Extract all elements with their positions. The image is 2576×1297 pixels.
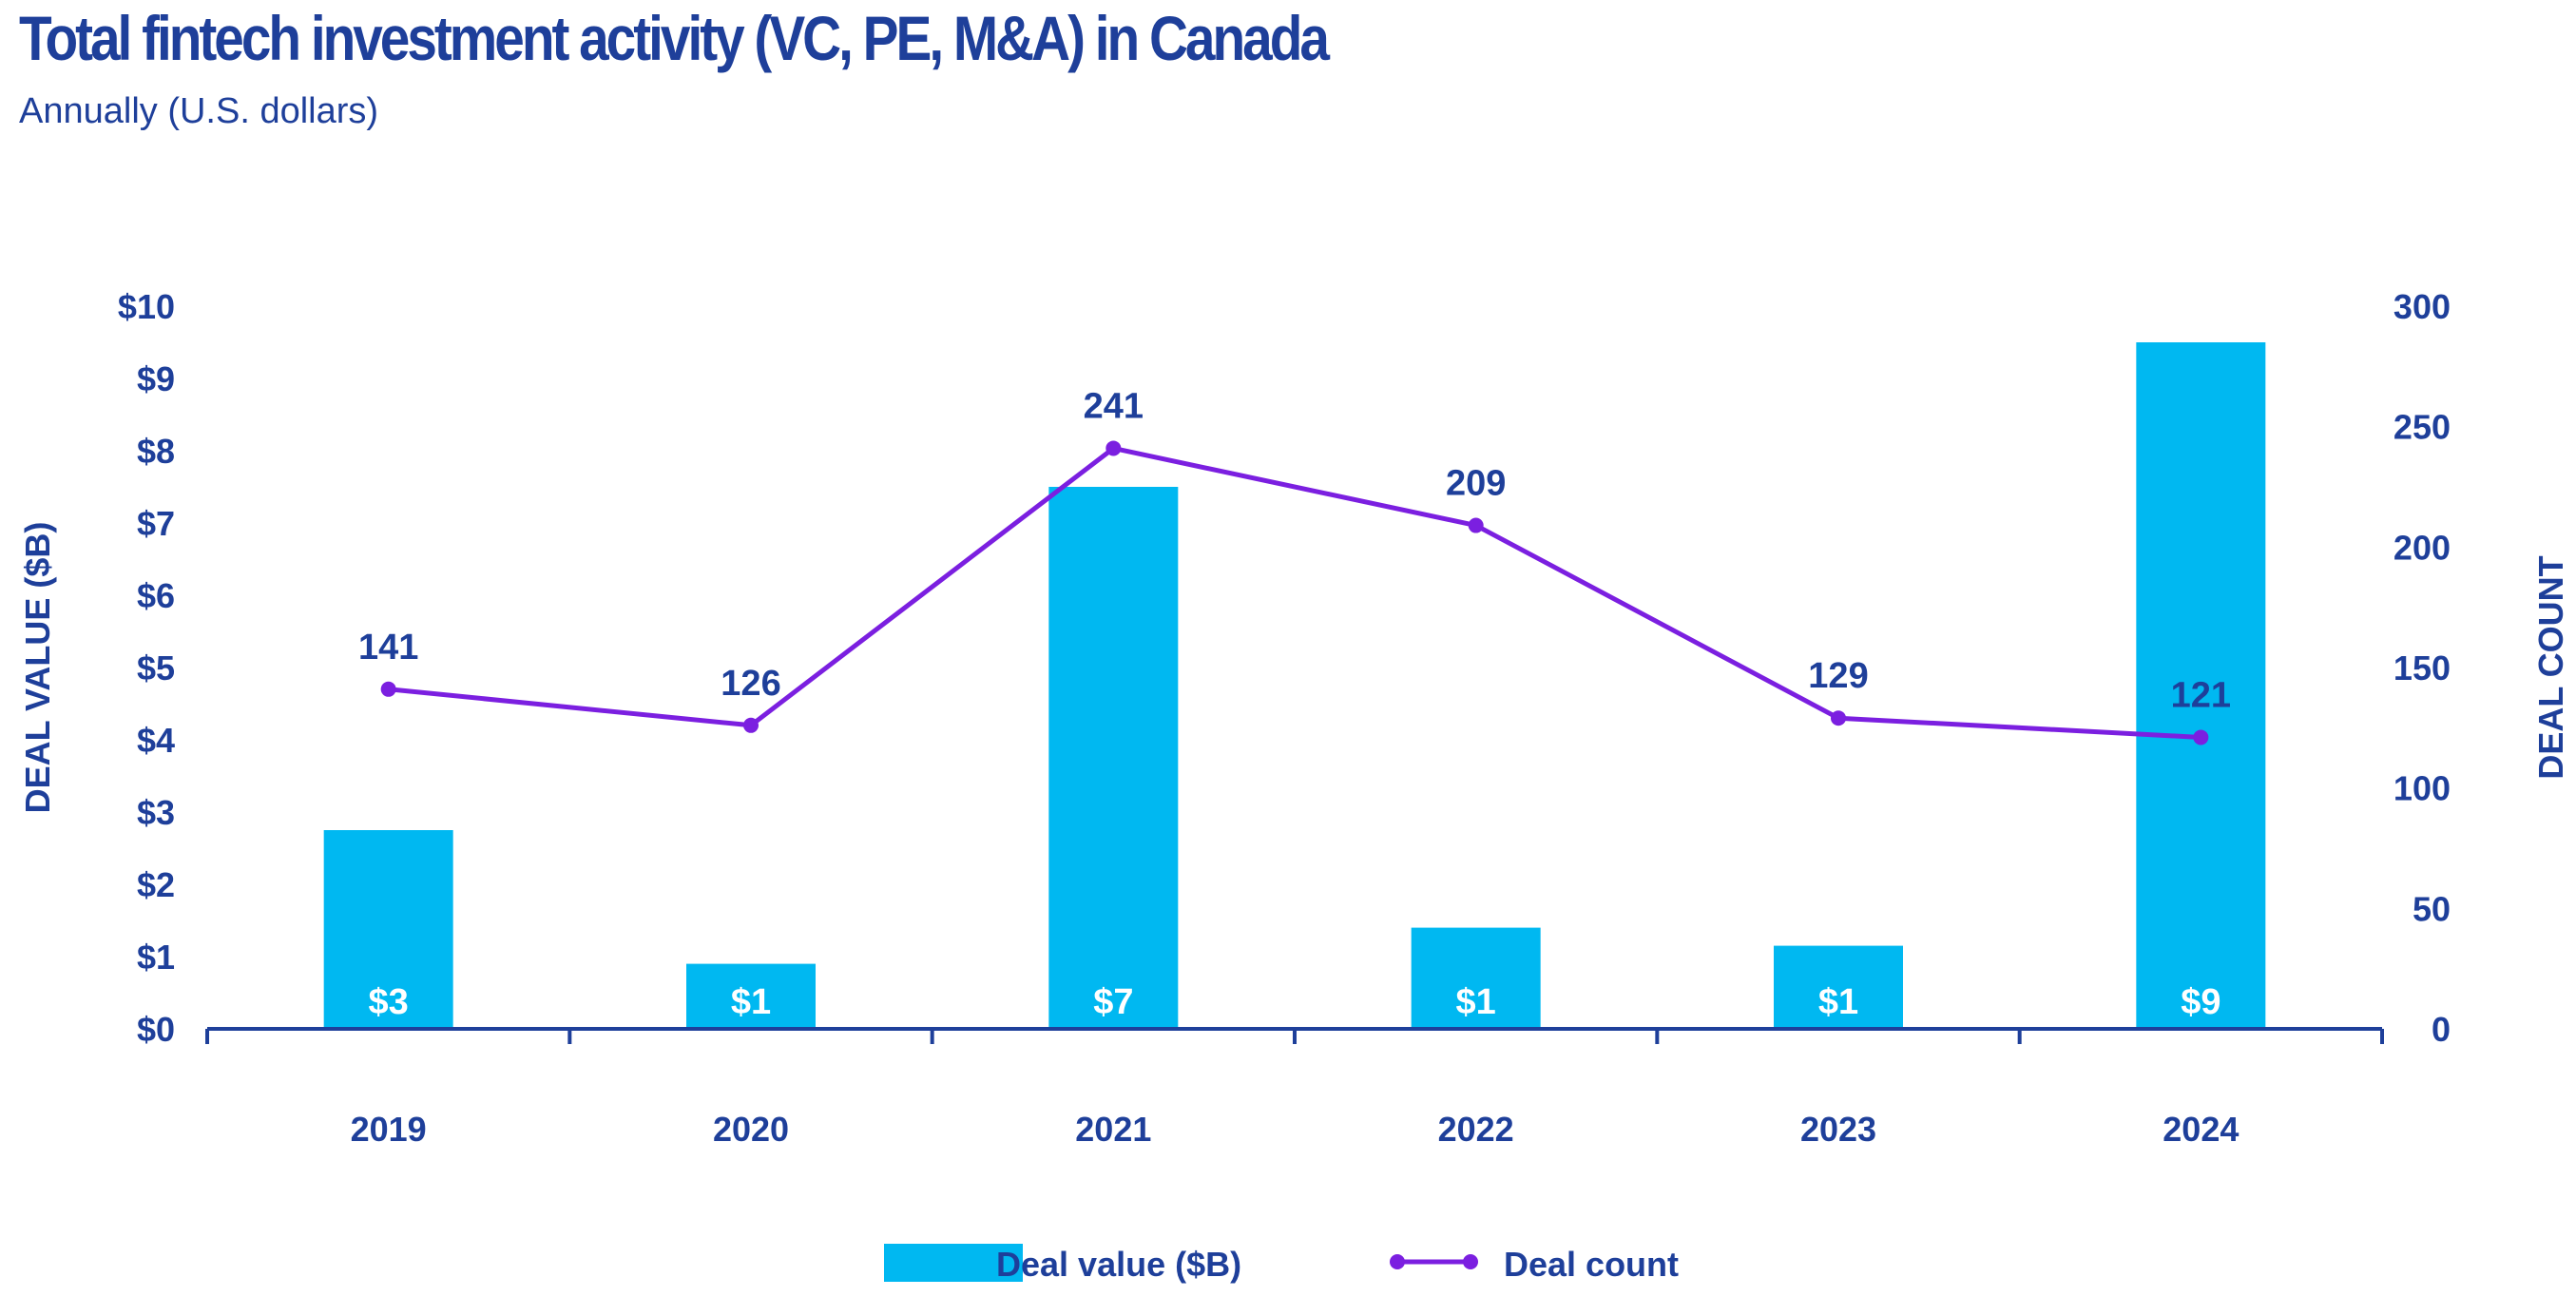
deal-count-label: 129: [1808, 656, 1868, 696]
y-left-tick-label: $9: [137, 359, 175, 398]
bar: [1048, 487, 1179, 1029]
bar: [1411, 927, 1541, 1029]
y-left-tick-label: $0: [137, 1010, 175, 1049]
bar-value-label: $1: [1818, 982, 1858, 1022]
y-right-tick-label: 200: [2393, 528, 2451, 567]
bar: [323, 830, 453, 1029]
x-tick-label: 2024: [2163, 1110, 2239, 1149]
deal-count-label: 209: [1446, 464, 1506, 504]
y-right-tick-label: 50: [2413, 889, 2451, 928]
y-left-tick-label: $8: [137, 432, 175, 471]
deal-count-line: [388, 445, 2201, 740]
y-right-tick-label: 100: [2393, 769, 2451, 808]
deal-count-point: [1468, 517, 1484, 533]
bar-value-label: $1: [1456, 982, 1496, 1022]
y-right-axis-title: DEAL COUNT: [2531, 555, 2570, 779]
deal-count-label: 126: [721, 664, 780, 704]
x-tick-label: 2019: [351, 1110, 427, 1149]
deal-count-point: [380, 681, 396, 697]
y-right-tick-label: 150: [2393, 648, 2451, 687]
legend-line-marker: [1390, 1254, 1405, 1269]
x-tick-label: 2022: [1438, 1110, 1514, 1149]
deal-count-point: [1105, 440, 1122, 456]
legend-bar-label: Deal value ($B): [996, 1245, 1241, 1284]
deal-count-point: [1831, 710, 1846, 726]
deal-count-label: 141: [358, 628, 418, 668]
x-tick-label: 2023: [1800, 1110, 1876, 1149]
y-right-tick-label: 0: [2432, 1010, 2451, 1049]
x-tick-label: 2021: [1075, 1110, 1151, 1149]
deal-count-label: 121: [2171, 675, 2231, 715]
y-left-tick-label: $3: [137, 793, 175, 832]
bar: [2136, 342, 2266, 1029]
y-left-tick-label: $5: [137, 648, 175, 687]
y-left-tick-label: $2: [137, 865, 175, 904]
bar: [1774, 945, 1903, 1029]
bar-value-label: $7: [1093, 982, 1133, 1022]
bar-value-label: $3: [369, 982, 409, 1022]
y-left-tick-label: $7: [137, 504, 175, 543]
x-tick-label: 2020: [713, 1110, 789, 1149]
y-right-tick-label: 250: [2393, 408, 2451, 447]
y-left-axis-title: DEAL VALUE ($B): [18, 522, 57, 814]
bar: [686, 963, 816, 1029]
chart-title: Total fintech investment activity (VC, P…: [19, 3, 1330, 73]
legend-line-label: Deal count: [1504, 1245, 1679, 1284]
y-left-tick-label: $10: [118, 287, 175, 326]
chart-subtitle: Annually (U.S. dollars): [19, 91, 379, 131]
deal-count-point: [743, 717, 759, 733]
bar-value-label: $9: [2181, 982, 2220, 1022]
bar-value-label: $1: [731, 982, 771, 1022]
legend-line-marker: [1463, 1254, 1478, 1269]
y-right-tick-label: 300: [2393, 287, 2451, 326]
y-left-tick-label: $4: [137, 721, 175, 760]
y-left-tick-label: $1: [137, 938, 175, 977]
deal-count-label: 241: [1084, 386, 1144, 426]
y-left-tick-label: $6: [137, 576, 175, 615]
deal-count-point: [2193, 729, 2209, 745]
legend-bar-swatch: [884, 1244, 1023, 1282]
